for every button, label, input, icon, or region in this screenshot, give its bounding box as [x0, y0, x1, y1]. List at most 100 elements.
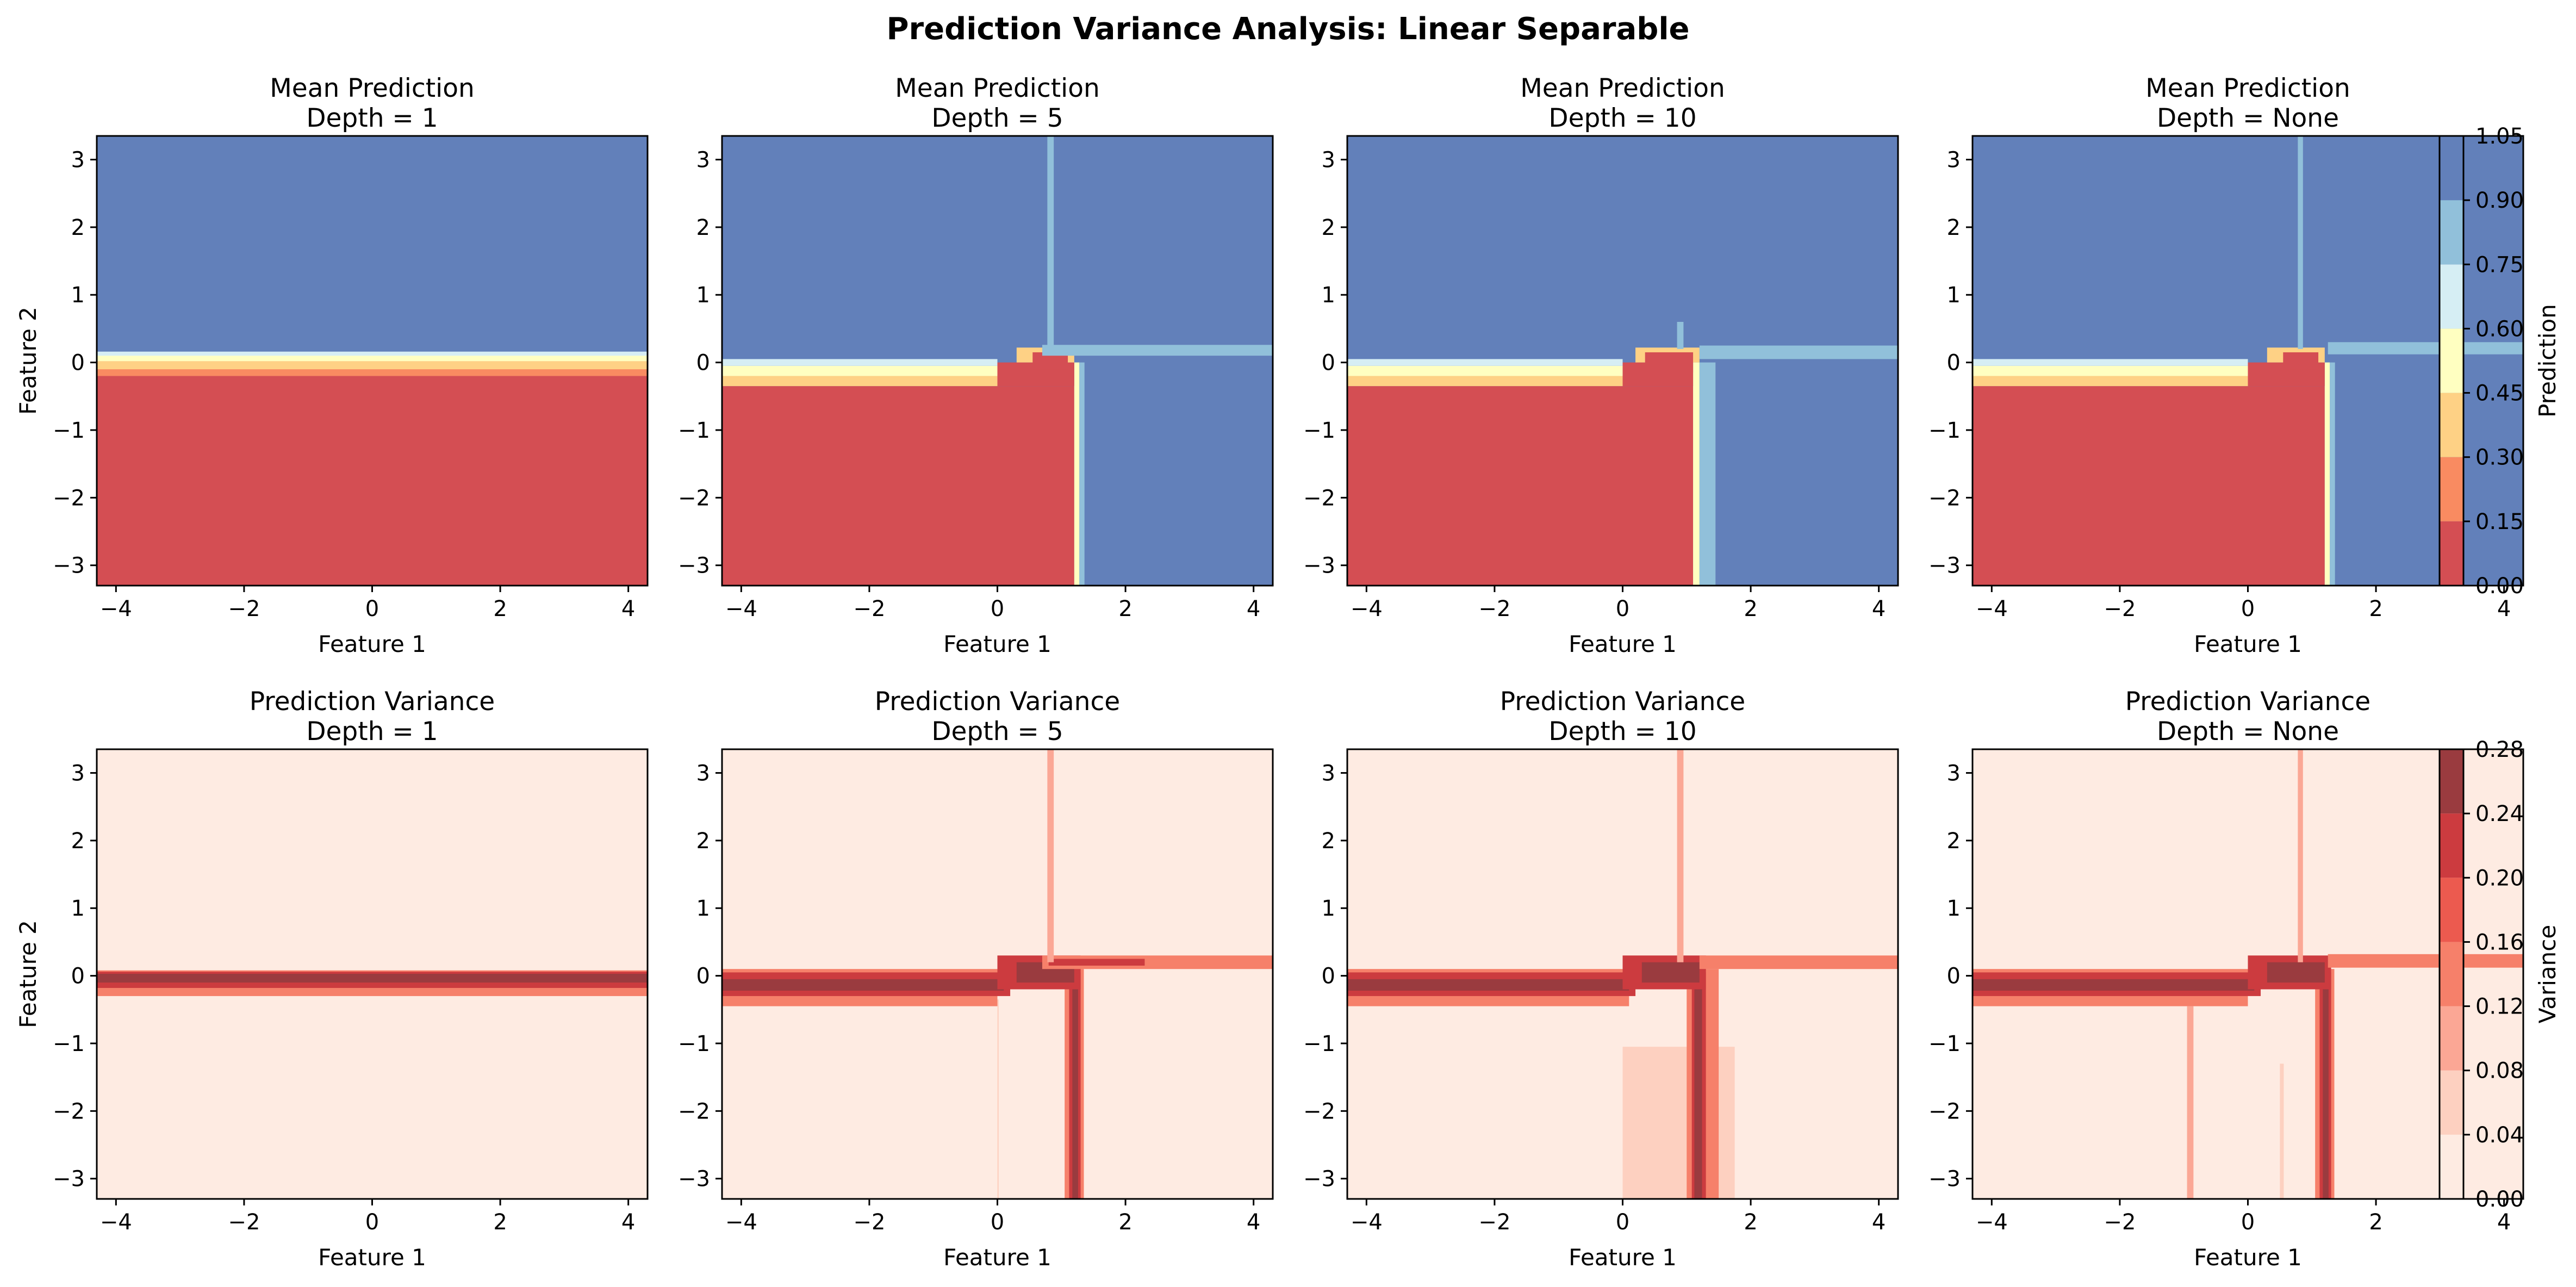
x-tick-label: −2	[2104, 1210, 2136, 1235]
colorbar-tick-label: 0.75	[2475, 252, 2524, 277]
x-tick-label: 2	[1744, 596, 1757, 621]
x-tick-label: −2	[853, 596, 885, 621]
x-tick-label: −4	[1976, 596, 2008, 621]
heatmap-cell	[722, 365, 998, 376]
x-tick-label: 4	[1872, 596, 1886, 621]
heatmap-cell	[1693, 362, 1700, 586]
colorbar-label: Prediction	[2534, 304, 2561, 418]
heatmap-regions	[722, 749, 1273, 1199]
x-tick-label: 0	[991, 596, 1004, 621]
heatmap-cell	[2280, 1064, 2284, 1199]
heatmap-cell	[1973, 359, 2248, 366]
heatmap-cell	[2330, 362, 2335, 586]
x-tick-label: 2	[1118, 596, 1132, 621]
heatmap-cell	[2267, 962, 2325, 983]
y-tick-label: −3	[1303, 1167, 1335, 1192]
colorbar-label: Variance	[2534, 925, 2561, 1023]
y-tick-label: −2	[678, 486, 710, 511]
y-tick-label: −1	[53, 418, 85, 443]
y-tick-label: 1	[696, 896, 710, 921]
panel-title: Depth = 5	[931, 717, 1063, 747]
panel-title: Mean Prediction	[895, 73, 1099, 103]
heatmap-cell	[1074, 362, 1080, 586]
colorbar-band	[2440, 521, 2463, 586]
x-tick-label: 4	[1247, 596, 1260, 621]
x-tick-label: −4	[1976, 1210, 2008, 1235]
y-tick-label: −1	[1303, 418, 1335, 443]
y-tick-label: 0	[71, 351, 85, 376]
x-axis-label: Feature 1	[2194, 631, 2302, 657]
heatmap-cell	[1347, 386, 1694, 586]
heatmap-cell	[97, 356, 648, 362]
y-tick-label: 0	[71, 964, 85, 989]
x-tick-label: −4	[725, 1210, 757, 1235]
y-tick-label: 2	[71, 215, 85, 240]
x-tick-label: −4	[100, 1210, 132, 1235]
x-tick-label: 0	[2241, 1210, 2255, 1235]
y-tick-label: 2	[1947, 829, 1961, 854]
y-tick-label: −1	[1928, 418, 1961, 443]
heatmap-cell	[97, 361, 648, 370]
heatmap-cell	[97, 376, 648, 586]
heatmap-regions	[97, 749, 648, 1199]
heatmap-cell	[722, 979, 1004, 991]
y-tick-label: 1	[1322, 283, 1335, 308]
panel-title: Depth = None	[2157, 103, 2339, 133]
y-tick-label: 2	[71, 829, 85, 854]
heatmap-cell	[2328, 342, 2523, 355]
heatmap-cell	[97, 136, 648, 352]
y-tick-label: −3	[1928, 554, 1961, 579]
heatmap-cell	[722, 359, 998, 366]
colorbar-tick-label: 0.16	[2475, 930, 2524, 955]
heatmap-cell	[1677, 749, 1684, 962]
heatmap-cell	[1047, 136, 1054, 349]
heatmap-cell	[1677, 321, 1684, 349]
y-tick-label: 1	[71, 896, 85, 921]
y-tick-label: 3	[696, 761, 710, 786]
heatmap-cell	[1973, 365, 2248, 376]
heatmap-cell	[1042, 345, 1273, 356]
colorbar-tick-label: 0.24	[2475, 801, 2524, 826]
colorbar-band	[2440, 1006, 2463, 1071]
y-tick-label: 0	[1322, 964, 1335, 989]
y-tick-label: −3	[678, 1167, 710, 1192]
x-tick-label: 2	[1744, 1210, 1757, 1235]
colorbar-frame	[2438, 748, 2465, 1200]
x-tick-label: −2	[1478, 596, 1510, 621]
x-tick-label: 2	[493, 596, 507, 621]
x-tick-label: 0	[365, 596, 379, 621]
colorbar-band	[2440, 878, 2463, 942]
y-tick-label: 3	[71, 148, 85, 173]
heatmap-cell	[1973, 376, 2248, 387]
colorbar-band	[2440, 136, 2463, 201]
heatmap-cell	[1347, 359, 1623, 366]
heatmap-cell	[1079, 362, 1085, 586]
x-tick-label: 4	[621, 596, 635, 621]
y-tick-label: 3	[71, 761, 85, 786]
y-tick-label: −3	[1303, 554, 1335, 579]
y-tick-label: 0	[696, 964, 710, 989]
y-tick-label: 1	[1947, 896, 1961, 921]
panel-title: Prediction Variance	[1500, 687, 1745, 717]
heatmap-cell	[1048, 959, 1145, 966]
y-tick-label: 0	[1947, 964, 1961, 989]
y-axis-label: Feature 2	[15, 307, 41, 415]
colorbar-variance: 0.00 0.04 0.08 0.12 0.16 0.20 0.24 0.28 Variance	[2438, 737, 2561, 1212]
heatmap-regions	[722, 136, 1273, 586]
heatmap-cell	[1072, 975, 1078, 1199]
x-tick-label: 4	[621, 1210, 635, 1235]
y-tick-label: −1	[1303, 1031, 1335, 1056]
heatmap-cell	[1347, 365, 1623, 376]
heatmap-cell	[1347, 979, 1629, 991]
colorbar-tick-label: 0.12	[2475, 994, 2524, 1019]
x-tick-label: 0	[1616, 596, 1629, 621]
y-tick-label: 2	[1947, 215, 1961, 240]
y-tick-label: −2	[1303, 1099, 1335, 1124]
x-axis-label: Feature 1	[318, 631, 426, 657]
y-tick-label: −2	[1303, 486, 1335, 511]
x-tick-label: −2	[228, 1210, 260, 1235]
